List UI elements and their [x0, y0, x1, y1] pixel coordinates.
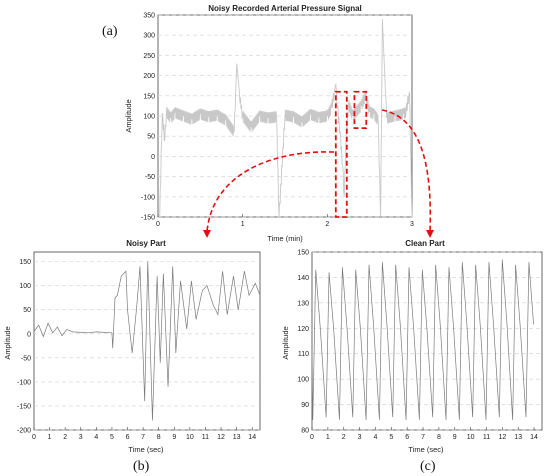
panel-a-ytick-label: 150 — [143, 93, 155, 100]
panel-b-xtick-label: 10 — [186, 434, 194, 441]
panel-c-ytick-label: 110 — [298, 351, 309, 358]
panel-a-signal-line — [159, 19, 413, 218]
panel-label-c: (c) — [420, 459, 436, 474]
panel-c-ytick-label: 150 — [297, 250, 309, 257]
panel-c-xtick-label: 12 — [498, 434, 506, 441]
panel-b-xtick-label: 8 — [157, 434, 161, 441]
panel-c-xtick-label: 1 — [326, 434, 330, 441]
panel-b-ytick-label: 50 — [23, 307, 31, 314]
panel-b-xtick-label: 13 — [233, 434, 241, 441]
panel-c-ytick-label: 130 — [297, 300, 309, 307]
panel-c-xtick-label: 9 — [453, 434, 457, 441]
panel-c-xtick-label: 5 — [389, 434, 393, 441]
panel-label-b: (b) — [133, 459, 150, 474]
panel-a-title: Noisy Recorded Arterial Pressure Signal — [208, 4, 362, 13]
panel-a-ytick-label: 200 — [143, 73, 155, 80]
panel-c-signal-line — [311, 259, 534, 420]
highlight-annotations — [203, 90, 434, 238]
arrow-head-noisy — [203, 230, 211, 238]
panel-c-xtick-label: 7 — [421, 434, 425, 441]
panel-a: Noisy Recorded Arterial Pressure Signal … — [102, 4, 414, 243]
panel-c-title: Clean Part — [405, 239, 445, 248]
panel-b-xtick-label: 6 — [126, 434, 130, 441]
panel-c-ytick-label: 100 — [297, 377, 309, 384]
panel-b-xtick-label: 5 — [110, 434, 114, 441]
panel-a-ytick-label: 350 — [143, 13, 155, 20]
panel-b-xtick-label: 0 — [32, 434, 36, 441]
panel-c-plot-area — [311, 251, 543, 431]
panel-a-ytick-label: -150 — [141, 215, 155, 222]
arrow-to-clean-part — [381, 109, 432, 233]
panel-c-xtick-label: 10 — [467, 434, 475, 441]
panel-a-xtick-label: 3 — [410, 221, 414, 228]
panel-c-ytick-label: 80 — [301, 428, 309, 435]
panel-c-ytick-label: 140 — [297, 275, 309, 282]
panel-c-xtick-label: 0 — [310, 434, 314, 441]
panel-c-xlabel: Time (sec) — [408, 445, 444, 454]
panel-a-xlabel: Time (min) — [267, 234, 303, 243]
panel-c-xtick-label: 14 — [530, 434, 538, 441]
panel-b-ytick-label: -50 — [21, 355, 31, 362]
panel-a-ytick-label: -100 — [141, 194, 155, 201]
panel-b-ytick-label: 0 — [27, 331, 31, 338]
arrow-to-noisy-part — [206, 151, 335, 233]
panel-b-signal-line — [33, 261, 261, 421]
panel-c-ylabel: Amplitude — [281, 326, 290, 359]
panel-c-ytick-label: 90 — [301, 402, 309, 409]
panel-a-ticks: -150 -100 -50 0 50 100 150 200 250 300 350 0 1 2 3 — [141, 13, 414, 229]
panel-b-ytick-label: 100 — [19, 283, 31, 290]
panel-a-xtick-label: 1 — [241, 221, 245, 228]
panel-a-xtick-label: 0 — [156, 221, 160, 228]
panel-b-title: Noisy Part — [126, 239, 166, 248]
panel-c-xtick-label: 4 — [373, 434, 377, 441]
panel-b-xtick-label: 12 — [217, 434, 225, 441]
arrow-head-clean — [426, 230, 434, 238]
panel-b-plot-area — [33, 251, 261, 431]
panel-a-ytick-label: 250 — [143, 53, 155, 60]
panel-b-grid — [34, 261, 260, 431]
panel-c-xtick-label: 13 — [514, 434, 522, 441]
panel-b-xtick-label: 4 — [94, 434, 98, 441]
panel-c-xtick-label: 11 — [483, 434, 490, 441]
panel-a-ytick-label: -50 — [145, 174, 155, 181]
panel-c-xtick-label: 2 — [342, 434, 346, 441]
panel-c-xtick-label: 3 — [358, 434, 362, 441]
panel-b-xtick-label: 1 — [48, 434, 52, 441]
panel-a-xtick-label: 2 — [325, 221, 329, 228]
panel-b-ytick-label: 150 — [19, 259, 31, 266]
panel-b-xtick-label: 14 — [248, 434, 256, 441]
panel-a-ylabel: Amplitude — [124, 99, 133, 132]
panel-b-xtick-label: 9 — [172, 434, 176, 441]
panel-a-ytick-label: 300 — [143, 33, 155, 40]
panel-b-xtick-label: 11 — [202, 434, 209, 441]
panel-c-ytick-label: 120 — [297, 326, 309, 333]
panel-b-xtick-label: 3 — [79, 434, 83, 441]
panel-c-xtick-label: 6 — [405, 434, 409, 441]
panel-b-ytick-label: -150 — [17, 403, 31, 410]
noisy-segment-box — [334, 90, 348, 218]
panel-b-ytick-label: -200 — [17, 428, 31, 435]
panel-b-ytick-label: -100 — [17, 379, 31, 386]
panel-a-ytick-label: 0 — [151, 154, 155, 161]
panel-a-grid — [158, 14, 412, 218]
panel-b-xlabel: Time (sec) — [128, 445, 164, 454]
panel-b-xtick-label: 2 — [63, 434, 67, 441]
panel-c-xtick-label: 8 — [437, 434, 441, 441]
panel-b-ylabel: Amplitude — [3, 326, 12, 359]
panel-b-xtick-label: 7 — [141, 434, 145, 441]
panel-a-ytick-label: 50 — [147, 134, 155, 141]
panel-label-a: (a) — [102, 24, 118, 39]
panel-a-ytick-label: 100 — [143, 114, 155, 121]
